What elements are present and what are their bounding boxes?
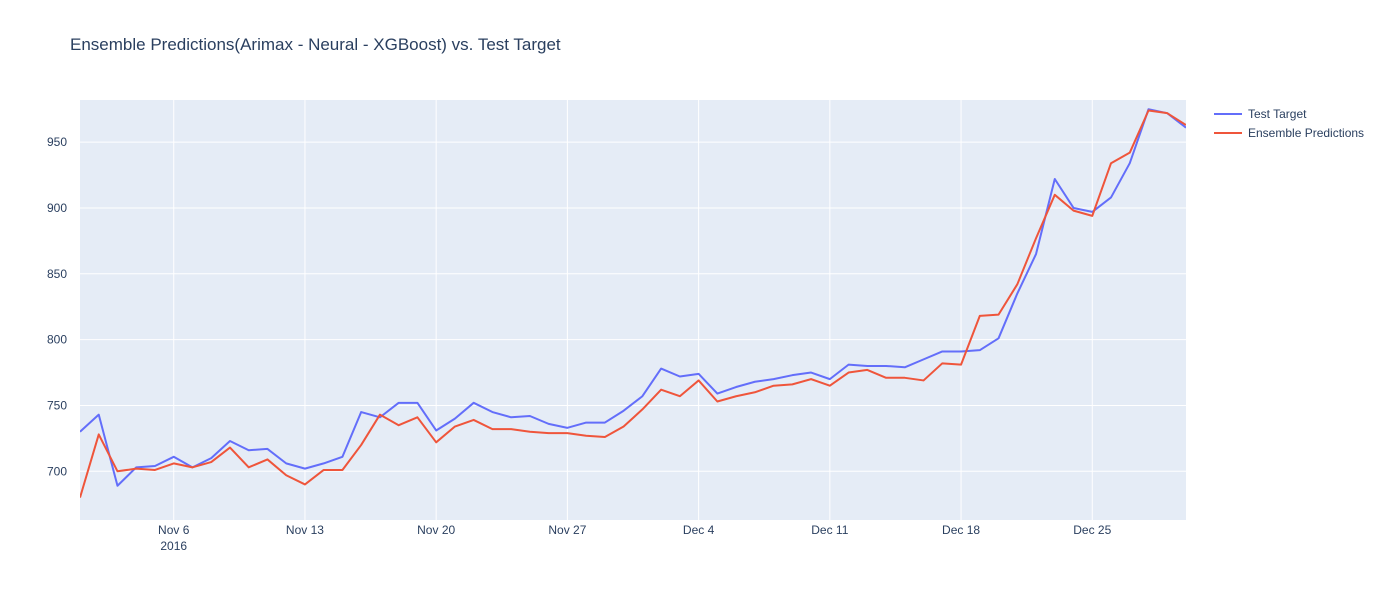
legend-label: Test Target bbox=[1248, 107, 1307, 121]
series-lines bbox=[80, 108, 1186, 498]
x-tick-label: Nov 27 bbox=[548, 523, 586, 537]
series-line-test-target bbox=[80, 108, 1186, 487]
y-axis: 700 750 800 850 900 950 bbox=[47, 135, 67, 478]
y-tick-label: 850 bbox=[47, 267, 67, 281]
y-tick-label: 750 bbox=[47, 398, 67, 412]
x-tick-label: Dec 4 bbox=[683, 523, 715, 537]
x-tick-label: Nov 13 bbox=[286, 523, 324, 537]
y-gridlines bbox=[80, 141, 1186, 472]
y-tick-label: 800 bbox=[47, 333, 67, 347]
legend-label: Ensemble Predictions bbox=[1248, 126, 1364, 140]
legend[interactable]: Test Target Ensemble Predictions bbox=[1214, 107, 1364, 140]
x-tick-label: Dec 25 bbox=[1073, 523, 1111, 537]
legend-item[interactable]: Ensemble Predictions bbox=[1214, 126, 1364, 140]
x-tick-label: Nov 6 bbox=[158, 523, 190, 537]
y-tick-label: 950 bbox=[47, 135, 67, 149]
x-tick-label: Dec 11 bbox=[811, 523, 848, 537]
y-tick-label: 700 bbox=[47, 464, 67, 478]
x-axis: Nov 6 2016 Nov 13 Nov 20 Nov 27 Dec 4 Dec 11 De… bbox=[158, 523, 1112, 553]
x-tick-sublabel: 2016 bbox=[160, 539, 187, 553]
plot-area bbox=[80, 100, 1186, 520]
y-tick-label: 900 bbox=[47, 201, 67, 215]
chart-title: Ensemble Predictions(Arimax - Neural - X… bbox=[70, 35, 561, 54]
x-tick-label: Dec 18 bbox=[942, 523, 980, 537]
series-line-ensemble-predictions bbox=[80, 109, 1186, 498]
x-gridlines bbox=[173, 100, 1093, 520]
x-tick-label: Nov 20 bbox=[417, 523, 455, 537]
legend-item[interactable]: Test Target bbox=[1214, 107, 1307, 121]
